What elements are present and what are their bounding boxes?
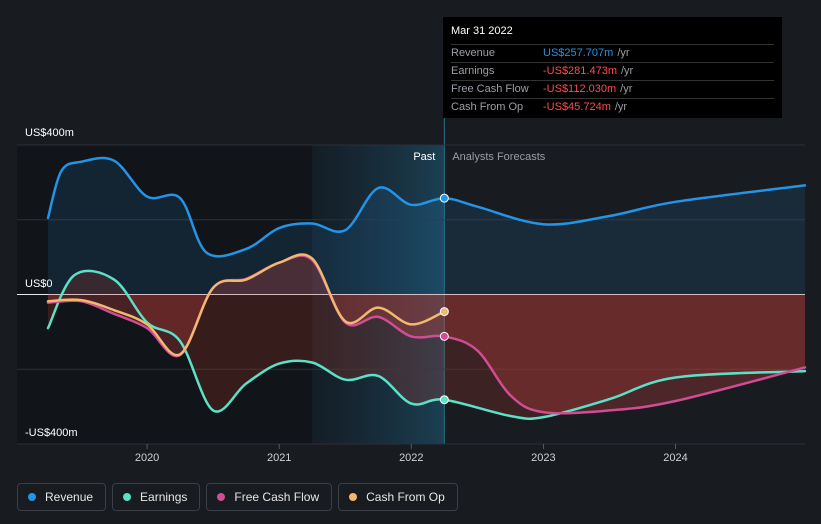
tooltip-row: Cash From Op -US$45.724m/yr xyxy=(451,99,774,116)
tooltip-row-unit: /yr xyxy=(620,83,633,95)
tooltip: Mar 31 2022 Revenue US$257.707m/yr Earning… xyxy=(443,17,782,118)
earnings-line xyxy=(46,269,807,420)
tooltip-row: Free Cash Flow -US$112.030m/yr xyxy=(451,81,774,99)
labels: US$400m US$0 -US$400m Past Analysts Fore… xyxy=(25,127,546,439)
x-tick-label: 2023 xyxy=(531,452,555,464)
tooltip-row-unit: /yr xyxy=(621,65,634,77)
markers xyxy=(439,193,449,405)
fcf-area xyxy=(48,255,805,414)
legend-label: Earnings xyxy=(140,490,188,504)
tooltip-row-name: Earnings xyxy=(451,65,495,77)
forecast-label: Analysts Forecasts xyxy=(452,151,545,163)
revenue-area xyxy=(48,158,805,295)
x-tick-label: 2022 xyxy=(399,452,423,464)
free-cash-flow-line xyxy=(46,254,807,415)
legend-dot-icon xyxy=(349,493,358,501)
cash-from-op-marker xyxy=(439,307,449,317)
x-tick-label: 2024 xyxy=(663,452,687,464)
revenue-line xyxy=(46,156,807,258)
legend-cash-from-op[interactable]: Cash From Op xyxy=(338,483,458,511)
tooltip-row-name: Revenue xyxy=(451,47,496,59)
tooltip-row-unit: /yr xyxy=(614,101,628,113)
legend-label: Cash From Op xyxy=(366,490,445,504)
earnings-marker xyxy=(439,395,449,405)
past-label: Past xyxy=(413,151,435,163)
tooltip-row-unit: /yr xyxy=(617,47,630,59)
tooltip-row: Earnings -US$281.473m/yr xyxy=(451,63,774,81)
legend-revenue[interactable]: Revenue xyxy=(17,483,107,511)
tooltip-row: Revenue US$257.707m/yr xyxy=(451,45,774,63)
y-label-zero: US$0 xyxy=(25,278,53,290)
y-label-bottom: -US$400m xyxy=(25,427,78,439)
tooltip-row-name: Cash From Op xyxy=(451,101,524,113)
cash-from-op-line xyxy=(46,253,446,357)
x-axis: 2020 2021 2022 2023 2024 xyxy=(17,443,805,464)
tooltip-date: Mar 31 2022 xyxy=(451,24,774,45)
x-tick-label: 2020 xyxy=(135,452,159,464)
free-cash-flow-marker xyxy=(439,331,449,341)
revenue-marker xyxy=(439,193,449,203)
legend-earnings[interactable]: Earnings xyxy=(112,483,201,511)
legend: Revenue Earnings Free Cash Flow Cash From O… xyxy=(17,483,458,511)
legend-free-cash-flow[interactable]: Free Cash Flow xyxy=(206,483,333,511)
series-lines xyxy=(46,156,807,420)
legend-label: Revenue xyxy=(45,490,94,504)
legend-dot-icon xyxy=(28,493,36,501)
areas xyxy=(48,158,805,419)
tooltip-row-value: US$257.707m xyxy=(543,47,614,59)
legend-label: Free Cash Flow xyxy=(234,490,320,504)
x-tick-label: 2021 xyxy=(267,452,291,464)
legend-dot-icon xyxy=(217,493,226,501)
tooltip-row-value: -US$281.473m xyxy=(543,65,617,77)
earnings-area xyxy=(48,270,805,419)
tooltip-row-value: -US$112.030m xyxy=(543,83,617,95)
tooltip-row-name: Free Cash Flow xyxy=(451,83,529,95)
tooltip-row-value: -US$45.724m xyxy=(543,101,611,113)
legend-dot-icon xyxy=(123,493,132,501)
y-label-top: US$400m xyxy=(25,127,74,139)
